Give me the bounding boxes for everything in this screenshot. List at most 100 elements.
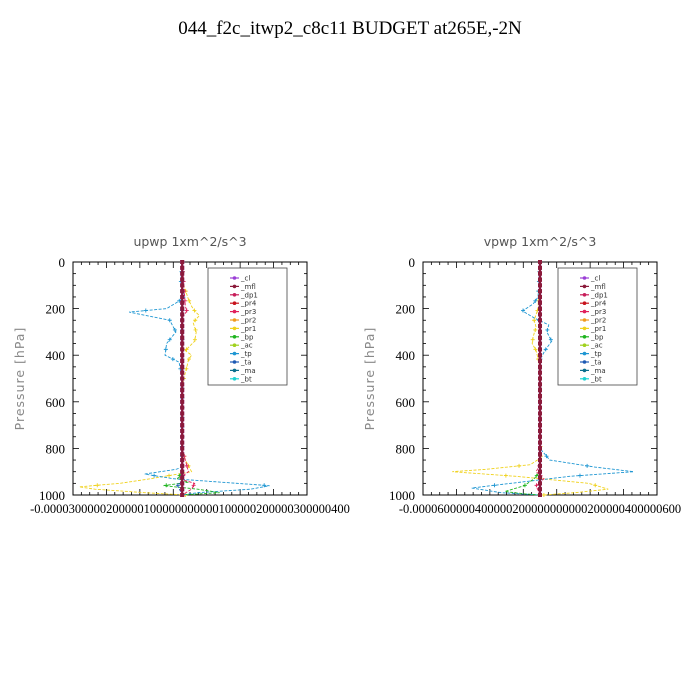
- series-marker: [95, 483, 100, 488]
- series-marker: [180, 469, 185, 474]
- series-marker: [180, 388, 185, 393]
- legend-label: _bp: [590, 333, 604, 341]
- y-tick-label: 200: [396, 302, 416, 317]
- series-marker: [538, 329, 542, 334]
- series-marker: [538, 300, 542, 305]
- series-marker: [180, 271, 185, 276]
- legend-item-pr4: _pr4: [230, 300, 257, 308]
- series-marker: [538, 393, 542, 398]
- series-marker: [538, 475, 542, 480]
- series-marker: [543, 347, 548, 352]
- series-marker: [180, 283, 185, 288]
- legend-item-pr1: _pr1: [230, 325, 256, 333]
- series-marker: [538, 353, 542, 358]
- series-marker: [180, 475, 185, 480]
- legend-marker: [582, 293, 587, 297]
- series-marker: [180, 434, 185, 439]
- series-marker: [538, 294, 542, 299]
- series-marker: [538, 487, 542, 492]
- legend-marker: [582, 368, 587, 373]
- series-bp: [504, 260, 542, 497]
- legend-label: _pr3: [240, 308, 256, 316]
- series-marker: [152, 473, 157, 478]
- legend-marker: [582, 309, 587, 314]
- series-marker: [492, 483, 497, 488]
- series-marker: [184, 463, 189, 468]
- legend-marker: [232, 326, 237, 331]
- series-marker: [534, 483, 539, 488]
- series-marker: [180, 318, 185, 323]
- legend: _cl_mfl_dp1_pr4_pr3_pr2_pr1_bp_ac_tp_ta_…: [557, 267, 638, 386]
- series-marker: [180, 335, 185, 340]
- legend-item-mfl: _mfl: [580, 283, 606, 291]
- series-marker: [538, 347, 542, 352]
- legend-label: _ta: [590, 359, 602, 367]
- chart-panel-2: vpwp 1xm^2/s^3 Pressure [hPa] 0 200 400 600 80…: [362, 234, 681, 516]
- series-marker: [143, 308, 148, 313]
- legend-marker: [232, 343, 237, 348]
- series-marker: [538, 260, 542, 264]
- legend-label: _ac: [590, 342, 603, 350]
- legend-item-tp: _tp: [580, 350, 602, 358]
- series-marker: [180, 440, 185, 445]
- series-marker: [167, 337, 172, 342]
- series-marker: [180, 458, 185, 463]
- legend-label: _dp1: [240, 291, 258, 299]
- legend-label: _mfl: [240, 283, 256, 291]
- series-marker: [538, 493, 542, 497]
- legend-label: _ac: [240, 342, 253, 350]
- legend-item-cl: _cl: [580, 275, 600, 283]
- series-marker: [538, 283, 542, 288]
- series-marker: [180, 405, 185, 410]
- legend-marker: [232, 335, 237, 339]
- series-marker: [538, 324, 542, 329]
- series-marker: [180, 329, 185, 334]
- series-marker: [538, 446, 542, 451]
- figure-title: 044_f2c_itwp2_c8c11 BUDGET at265E,-2N: [178, 18, 522, 39]
- legend-box: [557, 267, 638, 386]
- y-tick-label: 0: [409, 255, 416, 270]
- panel-title: vpwp 1xm^2/s^3: [484, 234, 597, 249]
- series-marker: [180, 312, 185, 317]
- series-marker: [167, 473, 172, 478]
- legend-marker: [582, 360, 587, 364]
- legend-item-pr2: _pr2: [230, 317, 256, 325]
- series-marker: [180, 300, 185, 305]
- legend-marker: [582, 351, 587, 356]
- series-marker: [538, 359, 542, 364]
- legend-label: _ma: [590, 367, 606, 375]
- series-marker: [538, 399, 542, 404]
- y-tick-label: 0: [59, 255, 66, 270]
- series-marker: [530, 337, 535, 342]
- series-marker: [538, 469, 542, 474]
- series-marker: [538, 318, 542, 323]
- y-axis-label: Pressure [hPa]: [12, 327, 27, 431]
- series-mfl: [538, 260, 542, 497]
- series-marker: [193, 318, 198, 323]
- series-marker: [172, 327, 177, 332]
- series-marker: [517, 463, 522, 468]
- y-tick-label: 800: [46, 441, 66, 456]
- series-marker: [180, 370, 185, 375]
- legend-item-bp: _bp: [580, 333, 604, 341]
- legend-marker: [232, 293, 237, 297]
- series-marker: [538, 289, 542, 294]
- legend-item-bt: _bt: [230, 375, 252, 383]
- legend-item-ac: _ac: [580, 342, 603, 350]
- series-marker: [170, 357, 175, 362]
- series-marker: [180, 289, 185, 294]
- series-marker: [180, 411, 185, 416]
- series-marker: [545, 327, 550, 332]
- legend-label: _pr1: [240, 325, 256, 333]
- series-marker: [538, 452, 542, 457]
- legend-item-cl: _cl: [230, 275, 250, 283]
- series-marker: [180, 277, 185, 282]
- series-marker: [180, 347, 185, 352]
- legend-label: _pr2: [240, 317, 256, 325]
- panel-title: upwp 1xm^2/s^3: [133, 234, 246, 249]
- legend-item-dp1: _dp1: [580, 291, 608, 299]
- series-marker: [180, 452, 185, 457]
- legend-box: [207, 267, 288, 386]
- series-marker: [538, 341, 542, 346]
